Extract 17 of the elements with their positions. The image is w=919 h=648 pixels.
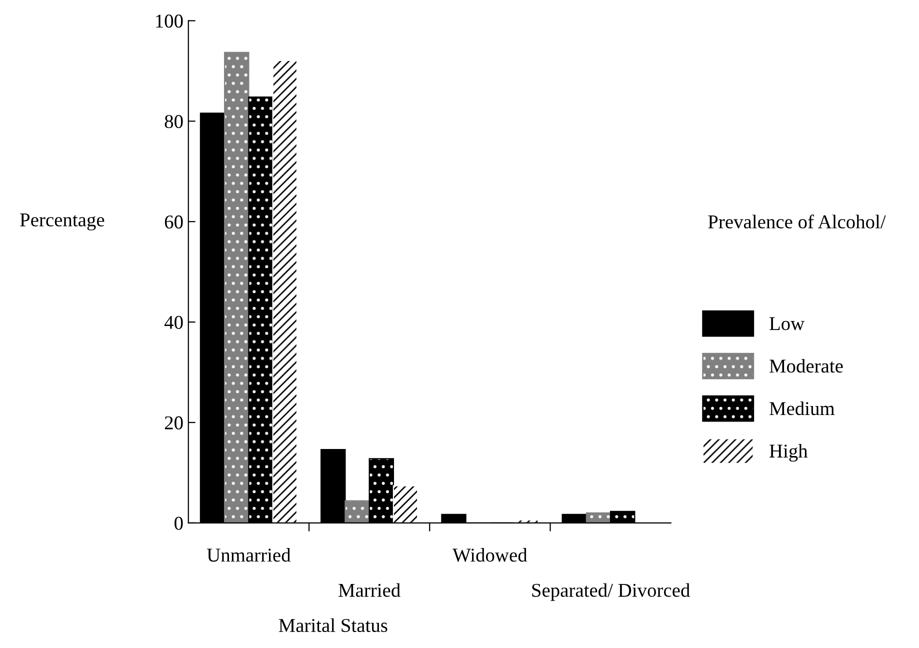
x-tick-label: Unmarried xyxy=(207,548,291,562)
y-axis-title: Percentage xyxy=(20,214,104,230)
x-tick-label: Married xyxy=(338,583,400,597)
legend-label: Moderate xyxy=(770,358,843,373)
y-tick-label: 0 xyxy=(174,516,183,530)
y-tick-label: 40 xyxy=(164,316,183,329)
legend-title: Prevalence of Alcohol/ xyxy=(708,214,886,228)
x-tick-label: Widowed xyxy=(452,548,528,562)
y-tick-label: 20 xyxy=(164,416,183,430)
x-axis-title: Marital Status xyxy=(278,618,388,632)
legend-label: Low xyxy=(770,317,805,330)
y-tick-label: 100 xyxy=(156,14,183,28)
y-tick-label: 80 xyxy=(164,114,183,128)
y-tick-label: 60 xyxy=(164,215,183,229)
x-tick-label: Separated/ Divorced xyxy=(532,583,690,601)
legend-label: Medium xyxy=(770,401,835,416)
legend-label: High xyxy=(770,444,808,462)
